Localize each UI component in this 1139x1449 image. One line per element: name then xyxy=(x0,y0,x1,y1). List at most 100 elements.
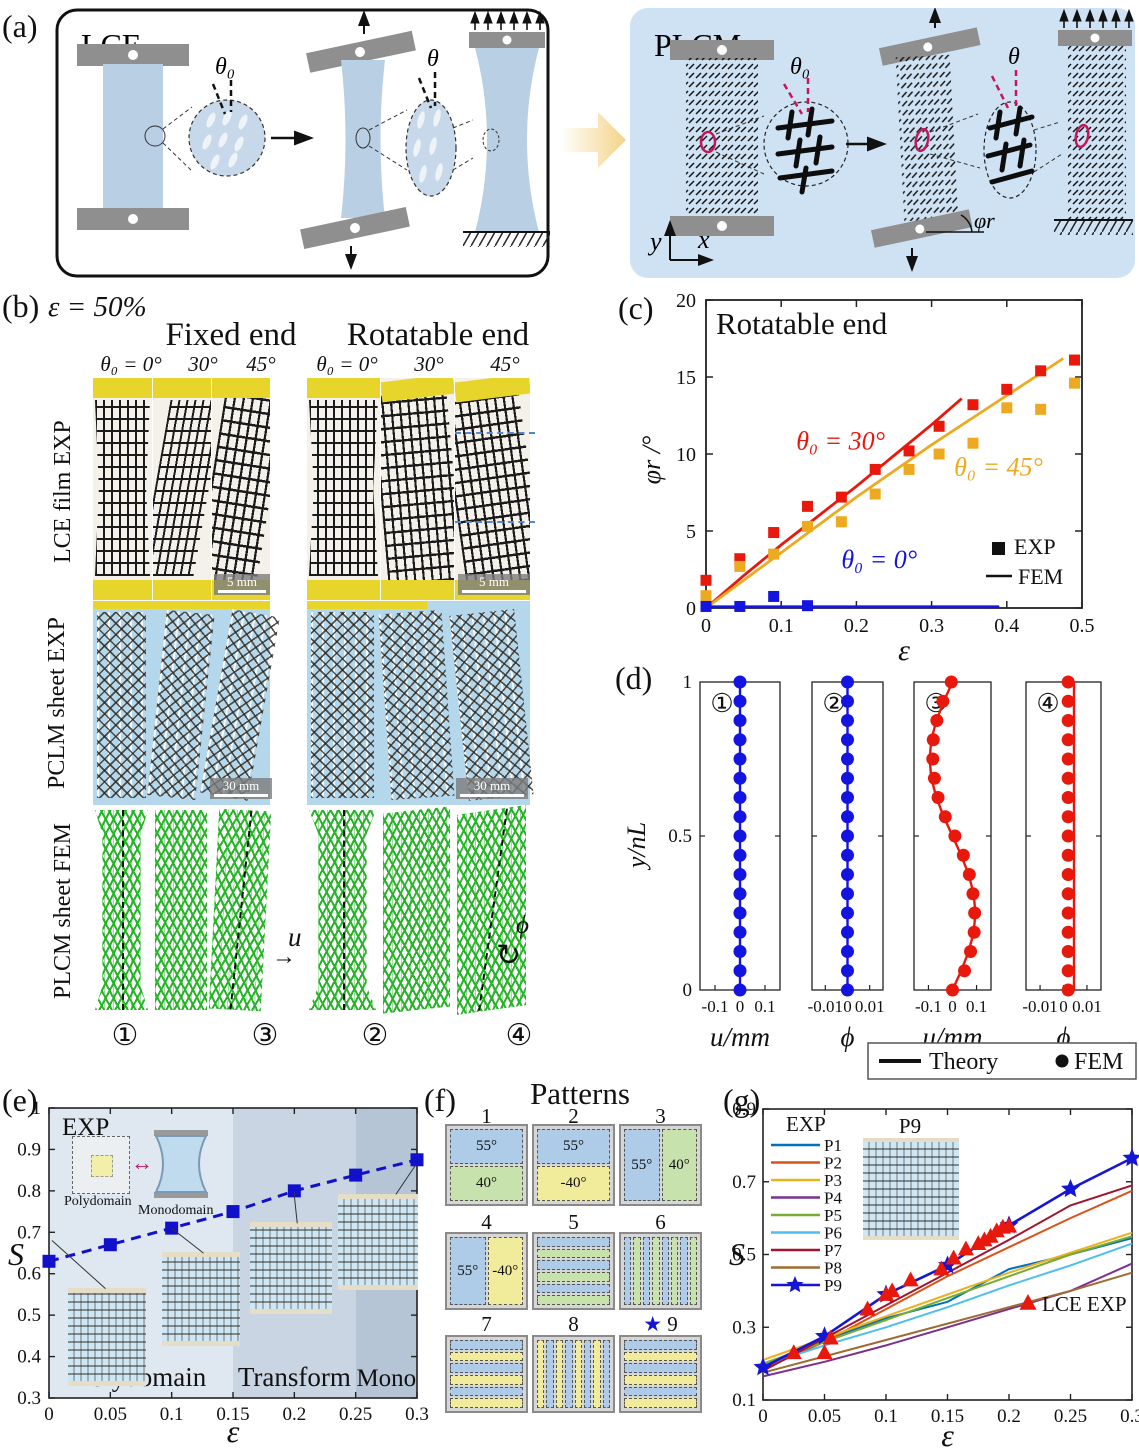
pattern-number-7: 7 xyxy=(481,1312,492,1336)
pattern-2: 55° -40° xyxy=(532,1124,615,1206)
svg-text:ε: ε xyxy=(941,1417,954,1449)
pattern-number-1: 1 xyxy=(481,1104,492,1128)
svg-text:0.3: 0.3 xyxy=(17,1388,41,1409)
pattern-cell-blue xyxy=(546,1340,554,1408)
svg-text:ε: ε xyxy=(227,1413,240,1449)
fem-dots xyxy=(1061,675,1075,997)
g-legend-title: EXP xyxy=(786,1112,826,1136)
fem-mesh-fixed-30 xyxy=(155,810,207,1010)
subplot-mark: ② xyxy=(822,689,845,718)
fem-mesh-rot-45 xyxy=(457,805,526,1015)
svg-text:-0.1: -0.1 xyxy=(702,997,729,1016)
svg-text:0: 0 xyxy=(736,997,745,1016)
svg-text:0.1: 0.1 xyxy=(754,997,775,1016)
lce-state-rotatable xyxy=(300,10,416,270)
svg-text:0.6: 0.6 xyxy=(17,1264,41,1285)
pattern-cell-blue xyxy=(624,1363,697,1374)
pattern-6 xyxy=(619,1232,702,1310)
svg-text:0.3: 0.3 xyxy=(405,1404,429,1425)
pattern-cell-green xyxy=(670,1237,679,1305)
polydomain-caption: Polydomain xyxy=(64,1194,132,1209)
subplot-mark: ① xyxy=(710,689,733,718)
svg-text:0.15: 0.15 xyxy=(931,1406,964,1427)
svg-text:0.2: 0.2 xyxy=(997,1406,1021,1427)
angle-header-r30: 30° xyxy=(414,352,444,376)
fem-dots xyxy=(841,675,854,997)
mesh-photo-inset-4 xyxy=(338,1194,418,1290)
theta0-label: θ₀ xyxy=(215,54,235,80)
svg-text:-0.1: -0.1 xyxy=(915,997,942,1016)
svg-text:FEM: FEM xyxy=(1074,1049,1123,1075)
region-label: Mono xyxy=(356,1365,416,1392)
fem-mesh-fixed-45 xyxy=(208,808,272,1012)
clamp-top xyxy=(153,378,211,398)
svg-text:10: 10 xyxy=(676,444,696,466)
state-mark-2: ② xyxy=(361,1019,389,1052)
pattern-7 xyxy=(445,1335,528,1413)
pclm-lattice-rot-0 xyxy=(311,612,374,798)
lce-grid-texture xyxy=(455,386,530,590)
svg-text:P3: P3 xyxy=(824,1171,842,1190)
g-inset-title: P9 xyxy=(898,1114,922,1138)
svg-text:0.5: 0.5 xyxy=(732,1245,756,1266)
svg-text:0: 0 xyxy=(686,598,696,620)
svg-text:0.05: 0.05 xyxy=(94,1404,127,1425)
lce-photo-fixed-30 xyxy=(153,378,211,600)
ground-hatch xyxy=(463,233,550,247)
theta-label: θ xyxy=(1008,44,1020,70)
panel-c-label: (c) xyxy=(618,290,654,326)
plcm-lattice-magnifier-stretched: θ xyxy=(983,44,1063,199)
pattern-cell-blue xyxy=(680,1237,688,1305)
star-icon: ★ xyxy=(643,1312,663,1336)
svg-text:y/nL: y/nL xyxy=(622,822,651,871)
svg-text:S: S xyxy=(729,1236,745,1272)
scale-bar-30mm-fixed: 30 mm xyxy=(210,778,272,799)
chart-c-title: Rotatable end xyxy=(716,306,888,341)
pattern-cell-yellow: -40° xyxy=(537,1166,610,1201)
pattern-cell-blue xyxy=(537,1237,610,1247)
p9-photo-inset xyxy=(863,1138,959,1240)
lce-photo-fixed-0 xyxy=(93,378,152,600)
svg-text:0.1: 0.1 xyxy=(966,997,987,1016)
lce-grid-texture xyxy=(153,400,211,576)
pattern-cell-blue xyxy=(565,1340,573,1408)
panel-b-label: (b) xyxy=(2,288,40,324)
pattern-cell-yellow xyxy=(450,1375,523,1385)
svg-text:0.1: 0.1 xyxy=(160,1404,184,1425)
lce-director-magnifier-stretched: θ xyxy=(405,46,474,197)
patterns-title: Patterns xyxy=(530,1076,630,1111)
pclm-lattice-rot-30 xyxy=(378,610,455,800)
group-header-rotatable: Rotatable end xyxy=(346,317,530,353)
clamp-bottom xyxy=(93,580,152,600)
polydomain-inner-domain xyxy=(91,1155,113,1177)
series-θ₀ = 0° EXP xyxy=(700,590,814,612)
annotation: θ₀ = 30° xyxy=(796,426,885,455)
mesh-centerline xyxy=(477,808,508,1011)
mesh-photo-inset-2 xyxy=(162,1252,240,1346)
clamp-bottom xyxy=(307,580,380,600)
fem-mesh-rot-0 xyxy=(309,810,376,1010)
plcm-state-rotatable: φr xyxy=(870,8,995,272)
svg-text:0.1: 0.1 xyxy=(732,1390,756,1411)
pattern-cell-yellow xyxy=(450,1398,523,1409)
clamp-top xyxy=(212,378,270,398)
fem-dots xyxy=(733,675,747,997)
pattern-cell-blue: 55° xyxy=(537,1129,610,1164)
scale-bar-30mm-rot: 30 mm xyxy=(456,778,528,799)
series-θ₀ = 45° EXP xyxy=(700,377,1080,602)
scale-bar-5mm-rot: 5 mm xyxy=(458,574,530,595)
pattern-cell-yellow xyxy=(624,1375,697,1385)
reference-dash-line-top xyxy=(455,432,535,434)
svg-text:0.25: 0.25 xyxy=(339,1404,372,1425)
svg-text:ε: ε xyxy=(898,634,910,662)
svg-text:0: 0 xyxy=(683,980,693,1001)
pattern-number-4: 4 xyxy=(481,1210,492,1234)
lce-grid-texture xyxy=(309,400,378,576)
pattern-cell-yellow xyxy=(537,1340,545,1408)
chart-rotation-vs-strain: 0 0.1 0.2 0.3 0.4 0.5 0 5 10 15 20 Rotatable end φr … xyxy=(640,290,1095,662)
pattern-number-5: 5 xyxy=(568,1210,579,1234)
fem-dots xyxy=(926,675,982,997)
coordinate-axes: y x xyxy=(647,220,714,266)
